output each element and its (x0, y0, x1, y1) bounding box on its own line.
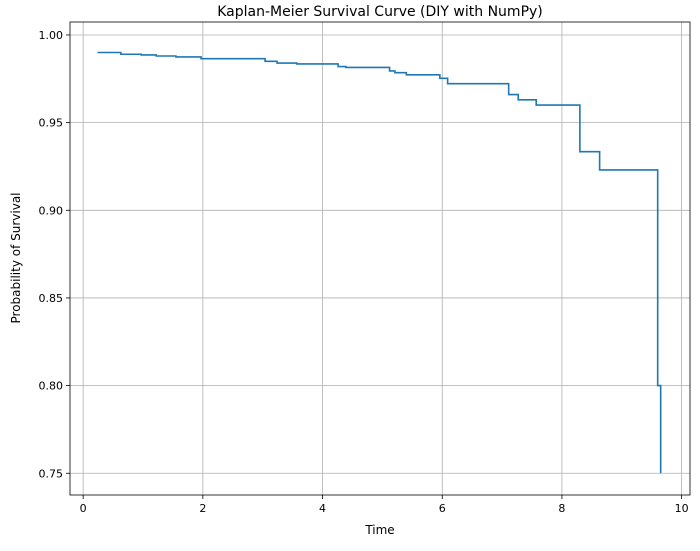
chart-title: Kaplan-Meier Survival Curve (DIY with Nu… (217, 4, 543, 20)
survival-curve (97, 51, 662, 474)
x-tick-label: 8 (558, 502, 565, 515)
y-axis-label: Probability of Survival (9, 192, 23, 323)
axes-frame (69, 21, 691, 496)
y-tick-label: 1.00 (39, 29, 64, 42)
x-tick-label: 6 (439, 502, 446, 515)
y-tick-label: 0.85 (39, 292, 64, 305)
grid (70, 22, 690, 495)
x-tick-label: 10 (675, 502, 689, 515)
x-tick-label: 0 (80, 502, 87, 515)
x-tick-label: 2 (199, 502, 206, 515)
y-tick-label: 0.95 (39, 117, 64, 130)
x-axis-label: Time (364, 523, 394, 537)
y-tick-label: 0.80 (39, 380, 64, 393)
ticks: 0 2 4 6 8 10 0.75 0.80 0.85 0.90 0.95 1.00 (39, 29, 689, 515)
series-layer (97, 51, 662, 474)
y-tick-label: 0.90 (39, 204, 64, 217)
y-tick-label: 0.75 (39, 467, 64, 480)
x-tick-label: 4 (319, 502, 326, 515)
